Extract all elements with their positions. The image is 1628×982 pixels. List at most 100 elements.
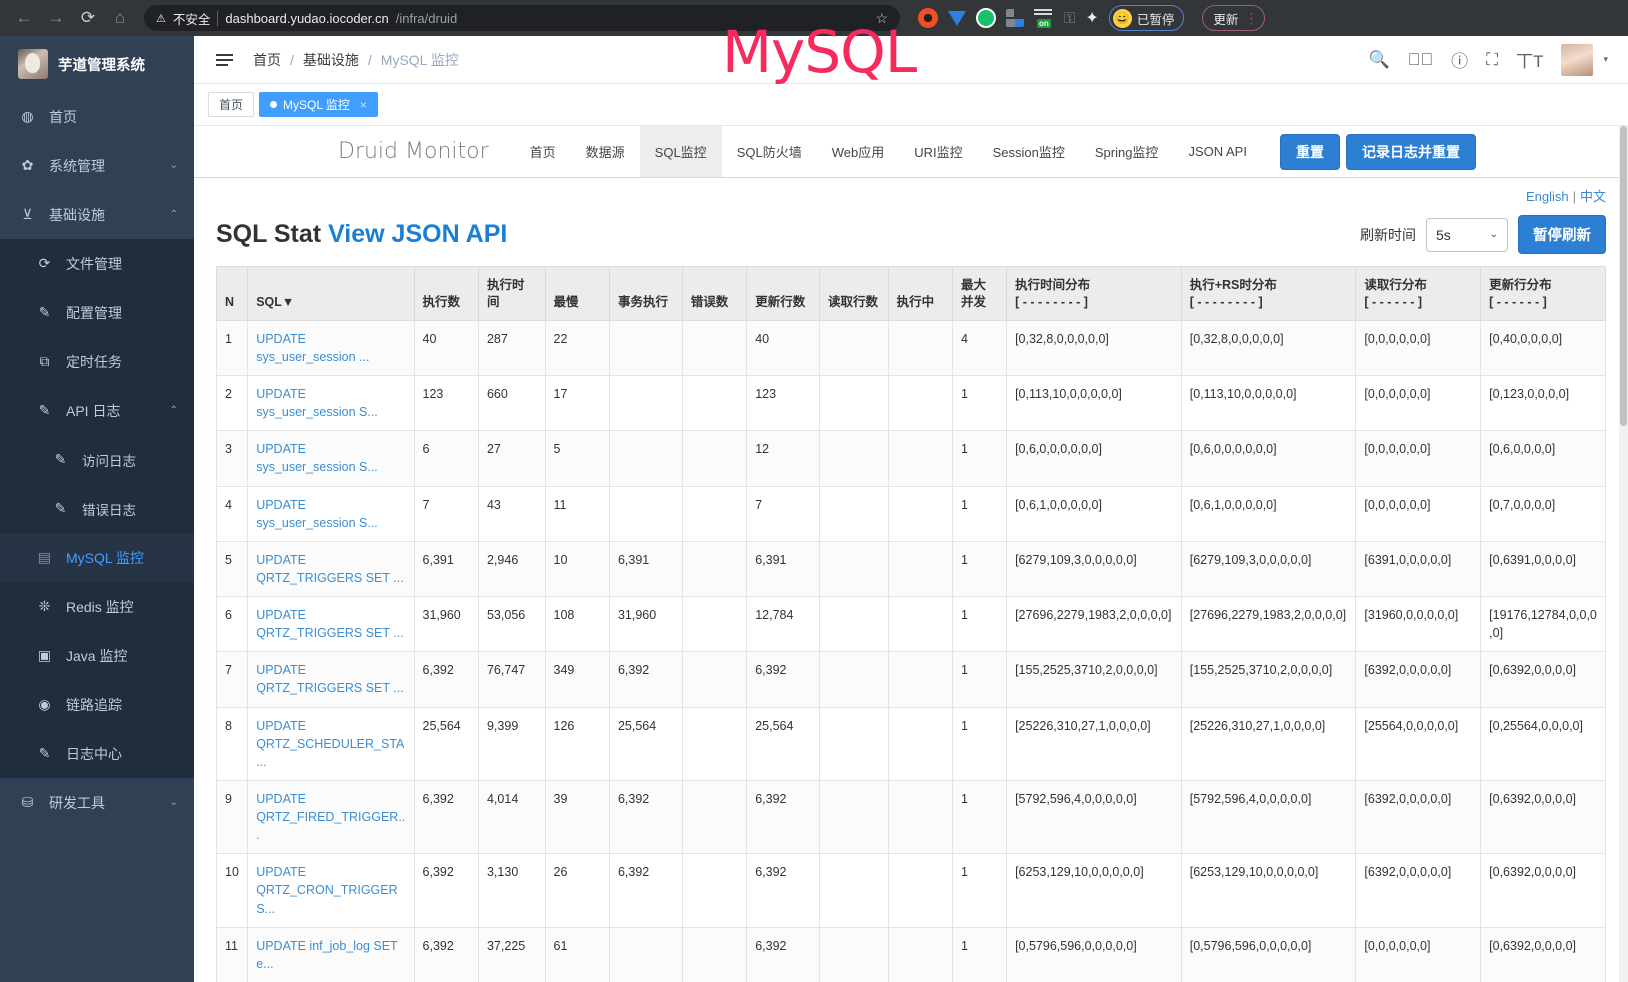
druid-nav-item-3[interactable]: SQL防火墙: [736, 145, 802, 160]
druid-nav-item-1[interactable]: 数据源: [585, 145, 625, 160]
lang-english-link[interactable]: English: [1525, 189, 1569, 204]
key-icon[interactable]: ⚿: [1064, 9, 1076, 27]
table-cell-sql[interactable]: UPDATE QRTZ_TRIGGERS SET ...: [247, 540, 415, 598]
sidebar-item-8[interactable]: ✎ 错误日志: [0, 484, 194, 533]
table-header-14[interactable]: 更新行分布 [ - - - - - - ]: [1480, 266, 1606, 321]
bookmark-star-icon[interactable]: ☆: [875, 9, 888, 26]
forward-button[interactable]: →: [47, 8, 65, 27]
table-cell-sql[interactable]: UPDATE QRTZ_SCHEDULER_STA...: [247, 706, 415, 781]
table-cell-sql[interactable]: UPDATE QRTZ_CRON_TRIGGERS...: [247, 853, 415, 928]
table-header-8[interactable]: 读取行数: [818, 266, 889, 321]
sidebar-item-1[interactable]: ✿ 系统管理 ⌄: [0, 141, 194, 190]
grammarly-icon[interactable]: G: [976, 8, 996, 28]
help-icon[interactable]: ⓘ: [1451, 52, 1469, 71]
reload-button[interactable]: ⟳: [80, 8, 96, 27]
sidebar-item-3[interactable]: ⟳ 文件管理: [0, 239, 194, 288]
sidebar-item-14[interactable]: ⛁ 研发工具 ⌄: [0, 778, 194, 827]
sidebar-item-13[interactable]: ✎ 日志中心: [0, 729, 194, 778]
table-header-13[interactable]: 读取行分布 [ - - - - - - ]: [1355, 266, 1482, 321]
refresh-interval-select[interactable]: 5s ⌄: [1426, 217, 1508, 252]
sql-link[interactable]: UPDATE QRTZ_FIRED_TRIGGER...: [256, 791, 406, 843]
sql-link[interactable]: UPDATE QRTZ_TRIGGERS SET ...: [256, 663, 404, 696]
sql-link[interactable]: UPDATE QRTZ_SCHEDULER_STA...: [256, 718, 405, 769]
sidebar-item-11[interactable]: ▣ Java 监控: [0, 631, 194, 680]
table-header-9[interactable]: 执行中: [887, 266, 954, 321]
druid-nav-item-6[interactable]: Session监控: [992, 145, 1065, 160]
puzzle-icon[interactable]: ✦: [1085, 10, 1099, 27]
table-cell-sql[interactable]: UPDATE sys_user_session S...: [247, 430, 415, 487]
table-header-4[interactable]: 最慢: [544, 266, 610, 321]
sidebar-item-2[interactable]: ⊻ 基础设施 ⌃: [0, 190, 194, 239]
home-button[interactable]: ⌂: [114, 8, 126, 27]
sql-link[interactable]: UPDATE QRTZ_TRIGGERS SET ...: [256, 552, 404, 585]
table-cell-sql[interactable]: UPDATE QRTZ_TRIGGERS SET ...: [247, 651, 415, 708]
table-header-1[interactable]: SQL▼: [247, 266, 415, 321]
table-cell-sql[interactable]: UPDATE QRTZ_TRIGGERS SET ...: [247, 595, 415, 653]
view-json-api-link[interactable]: View JSON API: [328, 220, 508, 248]
profile-paused-button[interactable]: 😄 已暂停: [1108, 5, 1185, 31]
font-size-icon[interactable]: 丅T: [1516, 52, 1544, 71]
table-header-6[interactable]: 错误数: [681, 266, 748, 321]
breadcrumb-item-1[interactable]: 基础设施: [302, 51, 359, 68]
sql-link[interactable]: UPDATE sys_user_session S...: [256, 497, 378, 530]
on-badge-icon[interactable]: on: [1034, 8, 1054, 28]
breadcrumb-item-0[interactable]: 首页: [253, 51, 281, 68]
druid-nav-item-7[interactable]: Spring监控: [1094, 145, 1159, 160]
sql-link[interactable]: UPDATE sys_user_session S...: [256, 442, 378, 475]
back-button[interactable]: ←: [15, 8, 33, 27]
table-cell-sql[interactable]: UPDATE sys_user_session ...: [247, 319, 415, 377]
scrollbar-thumb[interactable]: [1620, 126, 1627, 426]
table-header-5[interactable]: 事务执行: [608, 266, 683, 321]
druid-nav-item-2[interactable]: SQL监控: [639, 126, 722, 177]
sql-link[interactable]: UPDATE inf_job_log SET e...: [256, 938, 398, 971]
table-header-12[interactable]: 执行+RS时分布 [ - - - - - - - - ]: [1180, 266, 1357, 321]
table-cell-sql[interactable]: UPDATE sys_user_session S...: [247, 374, 415, 432]
druid-nav-item-4[interactable]: Web应用: [831, 145, 885, 160]
sidebar-item-4[interactable]: ✎ 配置管理: [0, 288, 194, 337]
sql-link[interactable]: UPDATE sys_user_session S...: [256, 387, 378, 420]
table-cell-sql[interactable]: UPDATE sys_user_session S...: [247, 485, 415, 542]
sql-link[interactable]: UPDATE sys_user_session ...: [256, 331, 370, 364]
druid-nav-item-8[interactable]: JSON API: [1188, 144, 1247, 159]
chrome-menu-icon[interactable]: ⋮: [1244, 10, 1259, 26]
brand[interactable]: 芋道管理系统: [0, 36, 194, 92]
table-header-2[interactable]: 执行数: [413, 266, 479, 321]
sql-link[interactable]: UPDATE QRTZ_CRON_TRIGGERS...: [256, 865, 398, 916]
fullscreen-icon[interactable]: ⛶: [1486, 49, 1499, 69]
avatar[interactable]: [1561, 43, 1594, 76]
table-header-0[interactable]: N: [215, 266, 249, 321]
table-header-7[interactable]: 更新行数: [746, 266, 820, 321]
sidebar-item-5[interactable]: ⧉ 定时任务: [0, 337, 194, 386]
sidebar-item-0[interactable]: ◍ 首页: [0, 92, 194, 141]
sidebar-item-9[interactable]: ▤ MySQL 监控: [0, 533, 194, 582]
pause-refresh-button[interactable]: 暂停刷新: [1518, 215, 1606, 254]
scrollbar[interactable]: [1619, 126, 1628, 982]
update-button[interactable]: 更新 ⋮: [1202, 5, 1266, 31]
table-cell-sql[interactable]: UPDATE inf_job_log SET e...: [247, 926, 415, 982]
sql-link[interactable]: UPDATE QRTZ_TRIGGERS SET ...: [256, 608, 404, 641]
tab-mysql-monitor[interactable]: MySQL 监控 ×: [259, 92, 378, 117]
table-cell-sql[interactable]: UPDATE QRTZ_FIRED_TRIGGER...: [247, 779, 415, 855]
diamond-icon[interactable]: [948, 10, 966, 26]
grid-icon[interactable]: [1006, 9, 1024, 27]
druid-nav-item-0[interactable]: 首页: [529, 145, 556, 160]
sidebar-item-6[interactable]: ✎ API 日志 ⌃: [0, 386, 194, 435]
address-bar[interactable]: ⚠ 不安全 dashboard.yudao.iocoder.cn /infra/…: [144, 5, 900, 31]
sidebar-item-12[interactable]: ◉ 链路追踪: [0, 680, 194, 729]
table-header-10[interactable]: 最大并发: [952, 266, 1008, 321]
log-and-reset-button[interactable]: 记录日志并重置: [1345, 133, 1476, 170]
sidebar-item-7[interactable]: ✎ 访问日志: [0, 435, 194, 484]
close-icon[interactable]: ×: [359, 97, 367, 112]
lang-chinese-link[interactable]: 中文: [1579, 189, 1606, 204]
reset-button[interactable]: 重置: [1279, 133, 1340, 170]
chevron-down-icon[interactable]: ▾: [1603, 54, 1608, 64]
druid-nav-item-5[interactable]: URI监控: [914, 145, 963, 160]
sidebar-item-10[interactable]: ❊ Redis 监控: [0, 582, 194, 631]
search-icon[interactable]: 🔍: [1368, 49, 1390, 69]
table-header-3[interactable]: 执行时间: [477, 266, 546, 321]
opera-icon[interactable]: [918, 8, 938, 28]
github-icon[interactable]: Ⓘ: [1408, 50, 1434, 71]
tab-home[interactable]: 首页: [208, 92, 255, 117]
table-header-11[interactable]: 执行时间分布 [ - - - - - - - - ]: [1006, 266, 1182, 321]
menu-icon[interactable]: [216, 53, 233, 66]
